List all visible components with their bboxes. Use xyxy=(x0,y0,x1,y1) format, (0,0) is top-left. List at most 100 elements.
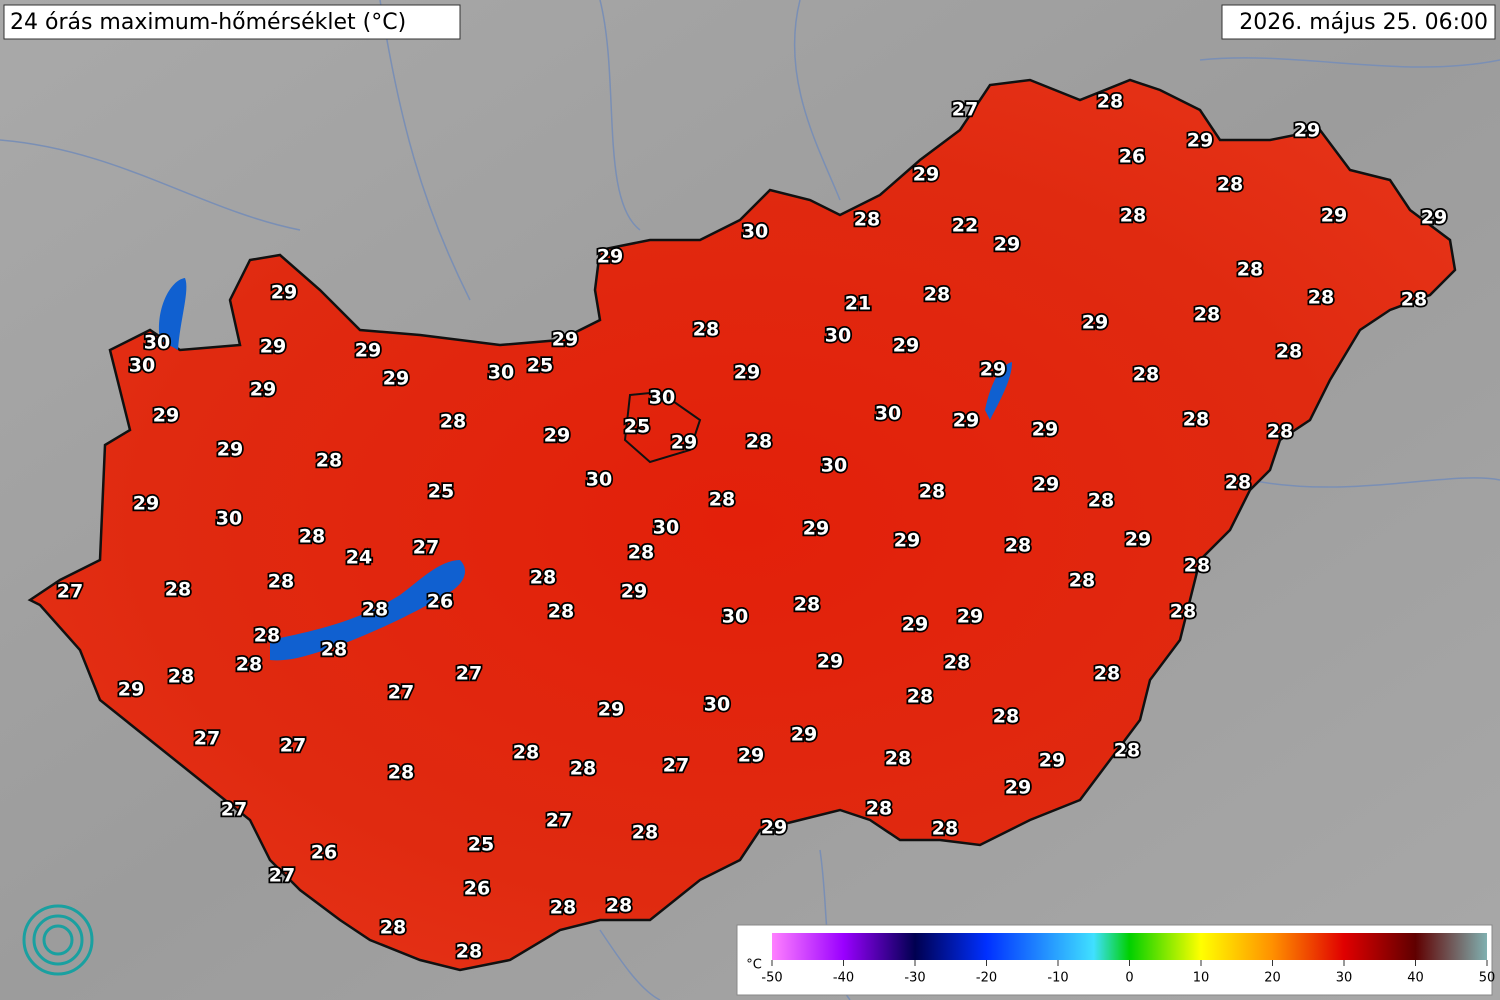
station-value: 29 xyxy=(1421,207,1447,229)
station-value: 26 xyxy=(311,842,337,864)
station-value: 25 xyxy=(428,481,454,503)
colorbar-tick-label: 30 xyxy=(1336,971,1353,986)
station-value: 28 xyxy=(1194,304,1220,326)
station-value: 29 xyxy=(621,581,647,603)
colorbar-tick-label: -50 xyxy=(761,971,782,986)
station-value: 29 xyxy=(1125,529,1151,551)
station-value: 28 xyxy=(1120,205,1146,227)
station-value: 29 xyxy=(133,493,159,515)
station-value: 29 xyxy=(1039,750,1065,772)
station-value: 25 xyxy=(468,834,494,856)
lake-tisza xyxy=(985,362,1012,420)
station-value: 28 xyxy=(919,481,945,503)
colorbar-unit: °C xyxy=(746,958,762,973)
station-value: 29 xyxy=(894,530,920,552)
station-value: 28 xyxy=(1401,289,1427,311)
station-value: 28 xyxy=(1005,535,1031,557)
station-value: 28 xyxy=(854,209,880,231)
station-value: 29 xyxy=(1032,419,1058,441)
station-value: 28 xyxy=(1088,490,1114,512)
station-value: 28 xyxy=(168,666,194,688)
station-value: 28 xyxy=(316,450,342,472)
station-value: 28 xyxy=(268,571,294,593)
colorbar-tick-label: -10 xyxy=(1047,971,1068,986)
station-value: 28 xyxy=(746,431,772,453)
title-box xyxy=(3,4,461,40)
station-value: 29 xyxy=(902,614,928,636)
station-value: 29 xyxy=(738,745,764,767)
station-value: 28 xyxy=(456,941,482,963)
station-value: 29 xyxy=(791,724,817,746)
station-value: 28 xyxy=(628,542,654,564)
title: 24 órás maximum-hőmérséklet (°C) xyxy=(10,10,406,35)
colorbar-tick-label: -20 xyxy=(976,971,997,986)
lake-balaton xyxy=(270,560,465,661)
station-value: 30 xyxy=(488,362,514,384)
station-value: 28 xyxy=(236,654,262,676)
station-value: 29 xyxy=(1005,777,1031,799)
station-value: 28 xyxy=(1114,740,1140,762)
station-value: 28 xyxy=(321,639,347,661)
station-value: 28 xyxy=(548,601,574,623)
station-value: 29 xyxy=(552,329,578,351)
station-value: 27 xyxy=(952,99,978,121)
station-value: 29 xyxy=(980,359,1006,381)
station-value: 29 xyxy=(260,336,286,358)
station-value: 29 xyxy=(671,432,697,454)
station-value: 29 xyxy=(250,379,276,401)
station-value: 27 xyxy=(280,735,306,757)
station-value: 29 xyxy=(217,439,243,461)
stations: 27 28 29 29 26 29 28 28 29 29 30 28 22 29 29 28 21 28 28 28… xyxy=(55,89,1449,965)
station-value: 28 xyxy=(1094,663,1120,685)
station-value: 28 xyxy=(380,917,406,939)
lake-neusiedl xyxy=(159,278,187,350)
station-value: 30 xyxy=(649,387,675,409)
station-value: 29 xyxy=(761,817,787,839)
station-value: 29 xyxy=(913,164,939,186)
station-value: 28 xyxy=(388,762,414,784)
station-value: 29 xyxy=(118,679,144,701)
station-value: 29 xyxy=(893,335,919,357)
station-value: 29 xyxy=(1294,120,1320,142)
station-value: 30 xyxy=(653,517,679,539)
station-value: 30 xyxy=(825,325,851,347)
station-value: 28 xyxy=(794,594,820,616)
station-value: 28 xyxy=(1267,421,1293,443)
station-value: 28 xyxy=(513,742,539,764)
station-value: 28 xyxy=(1183,409,1209,431)
station-value: 28 xyxy=(1308,287,1334,309)
station-value: 27 xyxy=(57,581,83,603)
colorbar-tick-label: 20 xyxy=(1264,971,1281,986)
colorbar xyxy=(772,933,1487,960)
station-value: 28 xyxy=(866,798,892,820)
station-value: 28 xyxy=(924,284,950,306)
colorbar-tick-label: 0 xyxy=(1125,971,1133,986)
station-value: 29 xyxy=(803,518,829,540)
station-value: 30 xyxy=(875,403,901,425)
station-value: 26 xyxy=(1119,146,1145,168)
station-value: 28 xyxy=(254,625,280,647)
colorbar-tick-label: -30 xyxy=(904,971,925,986)
station-value: 28 xyxy=(1170,601,1196,623)
station-value: 27 xyxy=(269,865,295,887)
station-value: 28 xyxy=(932,818,958,840)
station-value: 29 xyxy=(734,362,760,384)
station-value: 28 xyxy=(530,567,556,589)
station-value: 28 xyxy=(885,748,911,770)
station-value: 22 xyxy=(952,215,978,237)
station-value: 28 xyxy=(1217,174,1243,196)
station-value: 29 xyxy=(1033,474,1059,496)
station-value: 29 xyxy=(994,234,1020,256)
station-value: 29 xyxy=(355,340,381,362)
colorbar-tick-label: -40 xyxy=(833,971,854,986)
station-value: 27 xyxy=(456,663,482,685)
station-value: 28 xyxy=(606,895,632,917)
colorbar-tick-label: 10 xyxy=(1193,971,1210,986)
station-value: 30 xyxy=(586,469,612,491)
colorbar-tick-label: 40 xyxy=(1407,971,1424,986)
station-value: 29 xyxy=(957,606,983,628)
station-value: 28 xyxy=(1184,555,1210,577)
station-value: 27 xyxy=(413,537,439,559)
station-value: 29 xyxy=(544,425,570,447)
